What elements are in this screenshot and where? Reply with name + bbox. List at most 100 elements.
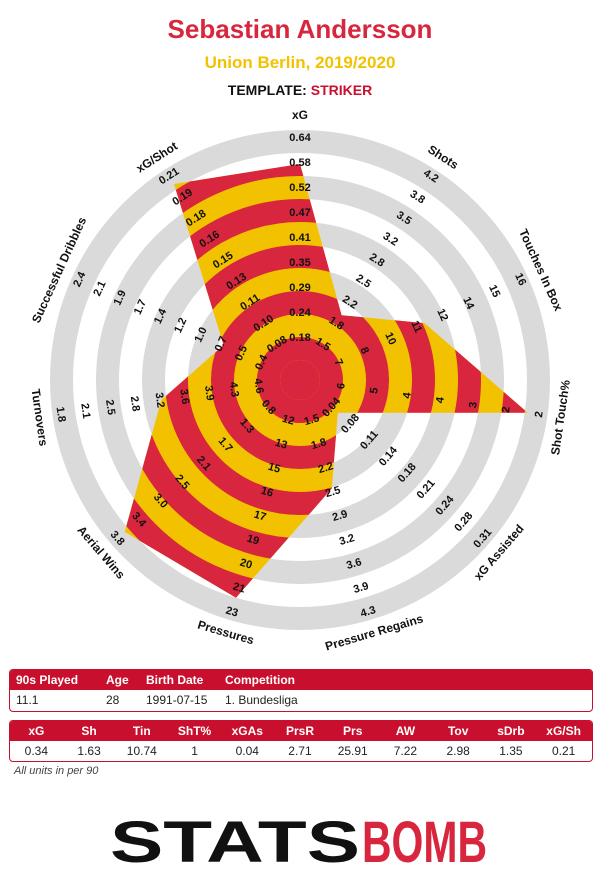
radar-tick-label: 1.2: [172, 316, 189, 335]
radar-tick-label: 4: [434, 395, 447, 404]
radar-tick-label: 0.47: [289, 207, 310, 219]
stats-header-cell: xG/Sh: [546, 724, 581, 738]
stats-value-cell: 25.91: [337, 744, 368, 758]
radar-tick-label: 1.8: [54, 406, 68, 423]
stats-value-cell: 1.63: [77, 744, 101, 758]
template-value: STRIKER: [310, 82, 373, 98]
stats-header-cell: xGAs: [231, 724, 263, 738]
template-label: TEMPLATE:: [227, 82, 307, 98]
radar-tick-label: 5: [368, 387, 381, 395]
radar-tick-label: 2.1: [91, 279, 108, 298]
radar-tick-label: 14: [460, 295, 476, 312]
radar-tick-label: 19: [245, 533, 260, 548]
radar-tick-label: 0.24: [289, 307, 311, 319]
radar-tick-label: 2.1: [78, 402, 92, 419]
statsbomb-logo: STATS BOMB: [110, 810, 487, 870]
units-footnote: All units in per 90: [14, 765, 99, 777]
radar-tick-label: 0.18: [289, 332, 310, 344]
stats-header-cell: sDrb: [497, 724, 525, 738]
radar-tick-label: 3.8: [408, 188, 427, 206]
radar-center-dot: [280, 360, 320, 400]
stats-value-cell: 0.04: [235, 744, 259, 758]
stats-value-cell: 0.21: [551, 744, 576, 758]
radar-tick-label: 3.9: [352, 580, 370, 596]
stats-table: xG Sh Tin ShT% xGAs PrsR Prs AW Tov sDrb xG/Sh 0.3…: [9, 720, 593, 762]
radar-tick-label: 3.6: [345, 556, 363, 572]
info-value-birth-date: 1991-07-15: [146, 693, 208, 707]
info-table-row: 11.1 28 1991-07-15 1. Bundesliga: [10, 690, 592, 709]
radar-axis-label: Shot Touch%: [548, 379, 573, 456]
radar-tick-label: 0.29: [289, 282, 310, 294]
stats-header-cell: PrsR: [285, 724, 314, 738]
info-header-age: Age: [106, 673, 129, 687]
stats-header-cell: ShT%: [177, 724, 212, 738]
info-value-age: 28: [106, 693, 120, 707]
radar-tick-label: 12: [281, 413, 296, 428]
player-name: Sebastian Andersson: [167, 14, 433, 44]
radar-tick-label: 0.64: [289, 132, 311, 144]
radar-tick-label: 2.5: [324, 484, 342, 500]
radar-tick-label: 16: [512, 271, 528, 287]
radar-tick-label: 11: [408, 319, 424, 335]
info-value-competition: 1. Bundesliga: [225, 693, 298, 707]
radar-tick-label: 2.5: [103, 399, 117, 416]
stats-header-cell: Tin: [132, 724, 151, 738]
info-header-90s: 90s Played: [16, 673, 79, 687]
radar-tick-label: 1.0: [192, 325, 209, 344]
radar-tick-label: 0.58: [289, 157, 310, 169]
radar-tick-label: 2.8: [128, 395, 142, 412]
radar-tick-label: 6: [335, 382, 348, 390]
stats-header-cell: Sh: [81, 724, 97, 738]
stats-header-cell: Prs: [343, 724, 363, 738]
radar-tick-label: 7: [332, 357, 345, 368]
info-header-competition: Competition: [225, 673, 295, 687]
radar-tick-label: 4.3: [227, 381, 241, 398]
radar-tick-label: 15: [267, 461, 282, 476]
radar-tick-label: 15: [486, 283, 502, 299]
radar-tick-label: 0.5: [233, 344, 250, 363]
radar-tick-label: 10: [382, 331, 398, 347]
radar-tick-label: 17: [252, 509, 267, 524]
radar-tick-label: 3.2: [381, 230, 400, 248]
radar-axis-label: Turnovers: [28, 388, 50, 448]
radar-tick-label: 3.2: [152, 392, 166, 409]
info-header-birth-date: Birth Date: [146, 673, 204, 687]
radar-tick-label: 1.9: [112, 288, 129, 307]
logo-bomb-text: BOMB: [362, 810, 487, 870]
stats-value-cell: 7.22: [393, 744, 418, 758]
info-table: 90s Played Age Birth Date Competition 11…: [9, 669, 593, 712]
stats-header-cell: xG: [28, 724, 45, 738]
team-season: Union Berlin, 2019/2020: [204, 53, 396, 72]
radar-tick-label: 8: [358, 345, 371, 356]
radar-grid-ring: [50, 130, 550, 630]
stats-header-cell: Tov: [447, 724, 469, 738]
radar-tick-label: 4.3: [359, 604, 377, 620]
radar-tick-label: 1.5: [303, 412, 321, 428]
radar-tick-label: 2: [533, 410, 546, 418]
radar-tick-label: 16: [259, 485, 274, 500]
radar-tick-label: 4: [401, 391, 414, 400]
template-line: TEMPLATE: STRIKER: [0, 82, 600, 98]
radar-polygon-band: [211, 291, 389, 469]
stats-value-cell: 2.98: [446, 744, 470, 758]
stats-value-cell: 1: [191, 744, 198, 758]
radar-axis-label: xG: [292, 108, 308, 122]
stats-value-cell: 10.74: [126, 744, 157, 758]
radar-tick-label: 0.7: [213, 335, 230, 354]
radar-polygon-band: [257, 337, 343, 423]
radar-tick-label: 1.7: [132, 298, 149, 317]
stats-header-cell: AW: [395, 724, 416, 738]
radar-tick-label: 3.9: [202, 385, 216, 402]
radar-tick-label: 21: [231, 581, 246, 596]
info-table-header: 90s Played Age Birth Date Competition: [10, 670, 592, 690]
radar-tick-label: 12: [434, 307, 450, 323]
radar-tick-label: 4.6: [251, 378, 265, 395]
radar-tick-label: 0.41: [289, 232, 310, 244]
logo-stats-text: STATS: [110, 810, 360, 870]
info-value-90s: 11.1: [16, 693, 39, 707]
radar-tick-label: 0.35: [289, 257, 310, 269]
radar-tick-label: 13: [274, 437, 289, 452]
radar-tick-label: 2.2: [317, 460, 335, 476]
stats-value-cell: 2.71: [288, 744, 312, 758]
stats-value-cell: 1.35: [499, 744, 523, 758]
